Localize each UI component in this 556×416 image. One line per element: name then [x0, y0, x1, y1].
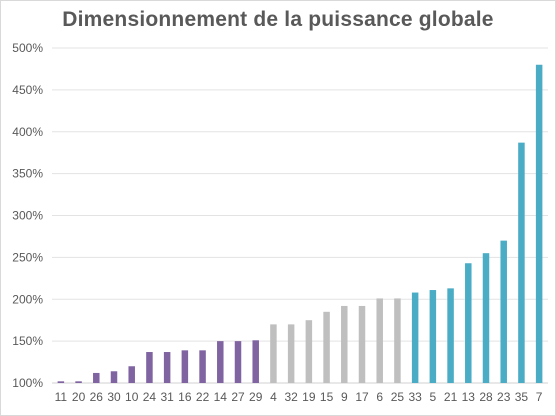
- x-tick-label: 22: [196, 390, 210, 404]
- gridlines: [52, 47, 548, 384]
- y-tick-label: 300%: [12, 209, 43, 223]
- x-tick-label: 5: [430, 390, 437, 404]
- bar: [75, 381, 82, 383]
- bar: [341, 305, 348, 383]
- bar: [181, 350, 189, 383]
- x-tick-label: 13: [462, 390, 476, 404]
- x-tick-label: 33: [408, 390, 422, 404]
- x-tick-label: 17: [355, 390, 369, 404]
- x-tick-label: 28: [479, 390, 493, 404]
- x-tick-label: 27: [231, 390, 245, 404]
- bar: [394, 298, 401, 383]
- x-tick-label: 23: [497, 390, 511, 404]
- bar: [518, 142, 525, 383]
- x-tick-label: 4: [270, 390, 277, 404]
- x-tick-label: 20: [72, 390, 86, 404]
- bar: [305, 320, 313, 383]
- bar: [358, 305, 366, 383]
- x-tick-label: 15: [320, 390, 334, 404]
- bars: [57, 64, 543, 383]
- y-tick-label: 200%: [12, 292, 43, 306]
- x-axis-ticks: 11 20 26 30 10 24 31 16 22 14 27 29 4 32 19 15 9 17 6 25 33 5…: [55, 390, 543, 404]
- bar: [465, 263, 472, 383]
- x-tick-label: 19: [302, 390, 316, 404]
- bar: [376, 298, 383, 383]
- y-tick-label: 400%: [12, 125, 43, 139]
- x-tick-label: 11: [55, 390, 68, 404]
- bar: [128, 366, 135, 383]
- x-tick-label: 16: [178, 390, 192, 404]
- bar: [217, 341, 224, 383]
- x-tick-label: 7: [536, 390, 543, 404]
- bar: [57, 381, 65, 383]
- bar: [287, 324, 295, 383]
- y-tick-label: 500%: [12, 41, 43, 55]
- x-tick-label: 35: [515, 390, 529, 404]
- y-tick-label: 350%: [12, 167, 43, 181]
- x-tick-label: 30: [107, 390, 121, 404]
- bar: [411, 292, 419, 383]
- bar: [429, 290, 437, 383]
- bar: [447, 288, 454, 383]
- y-tick-label: 150%: [12, 334, 43, 348]
- bar: [146, 352, 153, 383]
- bar: [93, 372, 100, 383]
- bar: [110, 371, 118, 383]
- x-tick-label: 31: [160, 390, 174, 404]
- bar: [163, 352, 171, 383]
- bar: [234, 341, 242, 383]
- x-tick-label: 25: [391, 390, 405, 404]
- y-axis-ticks: 100% 150% 200% 250% 300% 350% 400% 450% 500%: [12, 41, 43, 390]
- bar: [482, 253, 490, 383]
- x-tick-label: 21: [444, 390, 458, 404]
- chart-title: Dimensionnement de la puissance globale: [62, 8, 494, 31]
- x-tick-label: 26: [90, 390, 104, 404]
- x-tick-label: 24: [143, 390, 157, 404]
- x-tick-label: 32: [284, 390, 298, 404]
- bar: [500, 240, 507, 383]
- bar: [252, 340, 259, 383]
- x-tick-label: 10: [125, 390, 139, 404]
- y-tick-label: 450%: [12, 83, 43, 97]
- bar: [270, 324, 277, 383]
- x-tick-label: 29: [249, 390, 263, 404]
- y-tick-label: 100%: [12, 376, 43, 390]
- bar: [535, 64, 543, 383]
- x-tick-label: 14: [214, 390, 228, 404]
- x-tick-label: 9: [341, 390, 348, 404]
- bar: [199, 350, 206, 383]
- y-tick-label: 250%: [12, 250, 43, 264]
- bar: [323, 311, 330, 383]
- x-tick-label: 6: [376, 390, 383, 404]
